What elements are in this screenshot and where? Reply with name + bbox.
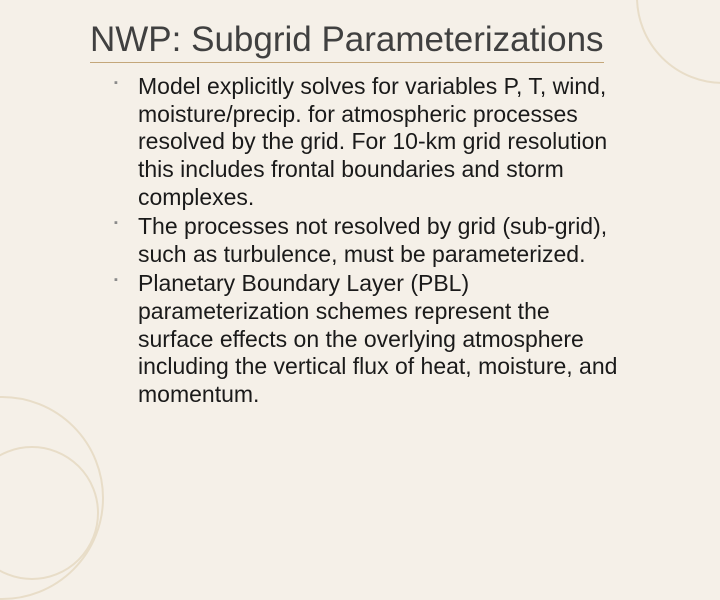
bullet-list: Model explicitly solves for variables P,…	[114, 73, 630, 408]
list-item: The processes not resolved by grid (sub-…	[114, 213, 630, 268]
slide: NWP: Subgrid Parameterizations Model exp…	[0, 0, 720, 540]
list-item: Model explicitly solves for variables P,…	[114, 73, 630, 211]
slide-title: NWP: Subgrid Parameterizations	[90, 20, 604, 63]
list-item: Planetary Boundary Layer (PBL) parameter…	[114, 270, 630, 408]
decorative-ring	[636, 0, 720, 84]
